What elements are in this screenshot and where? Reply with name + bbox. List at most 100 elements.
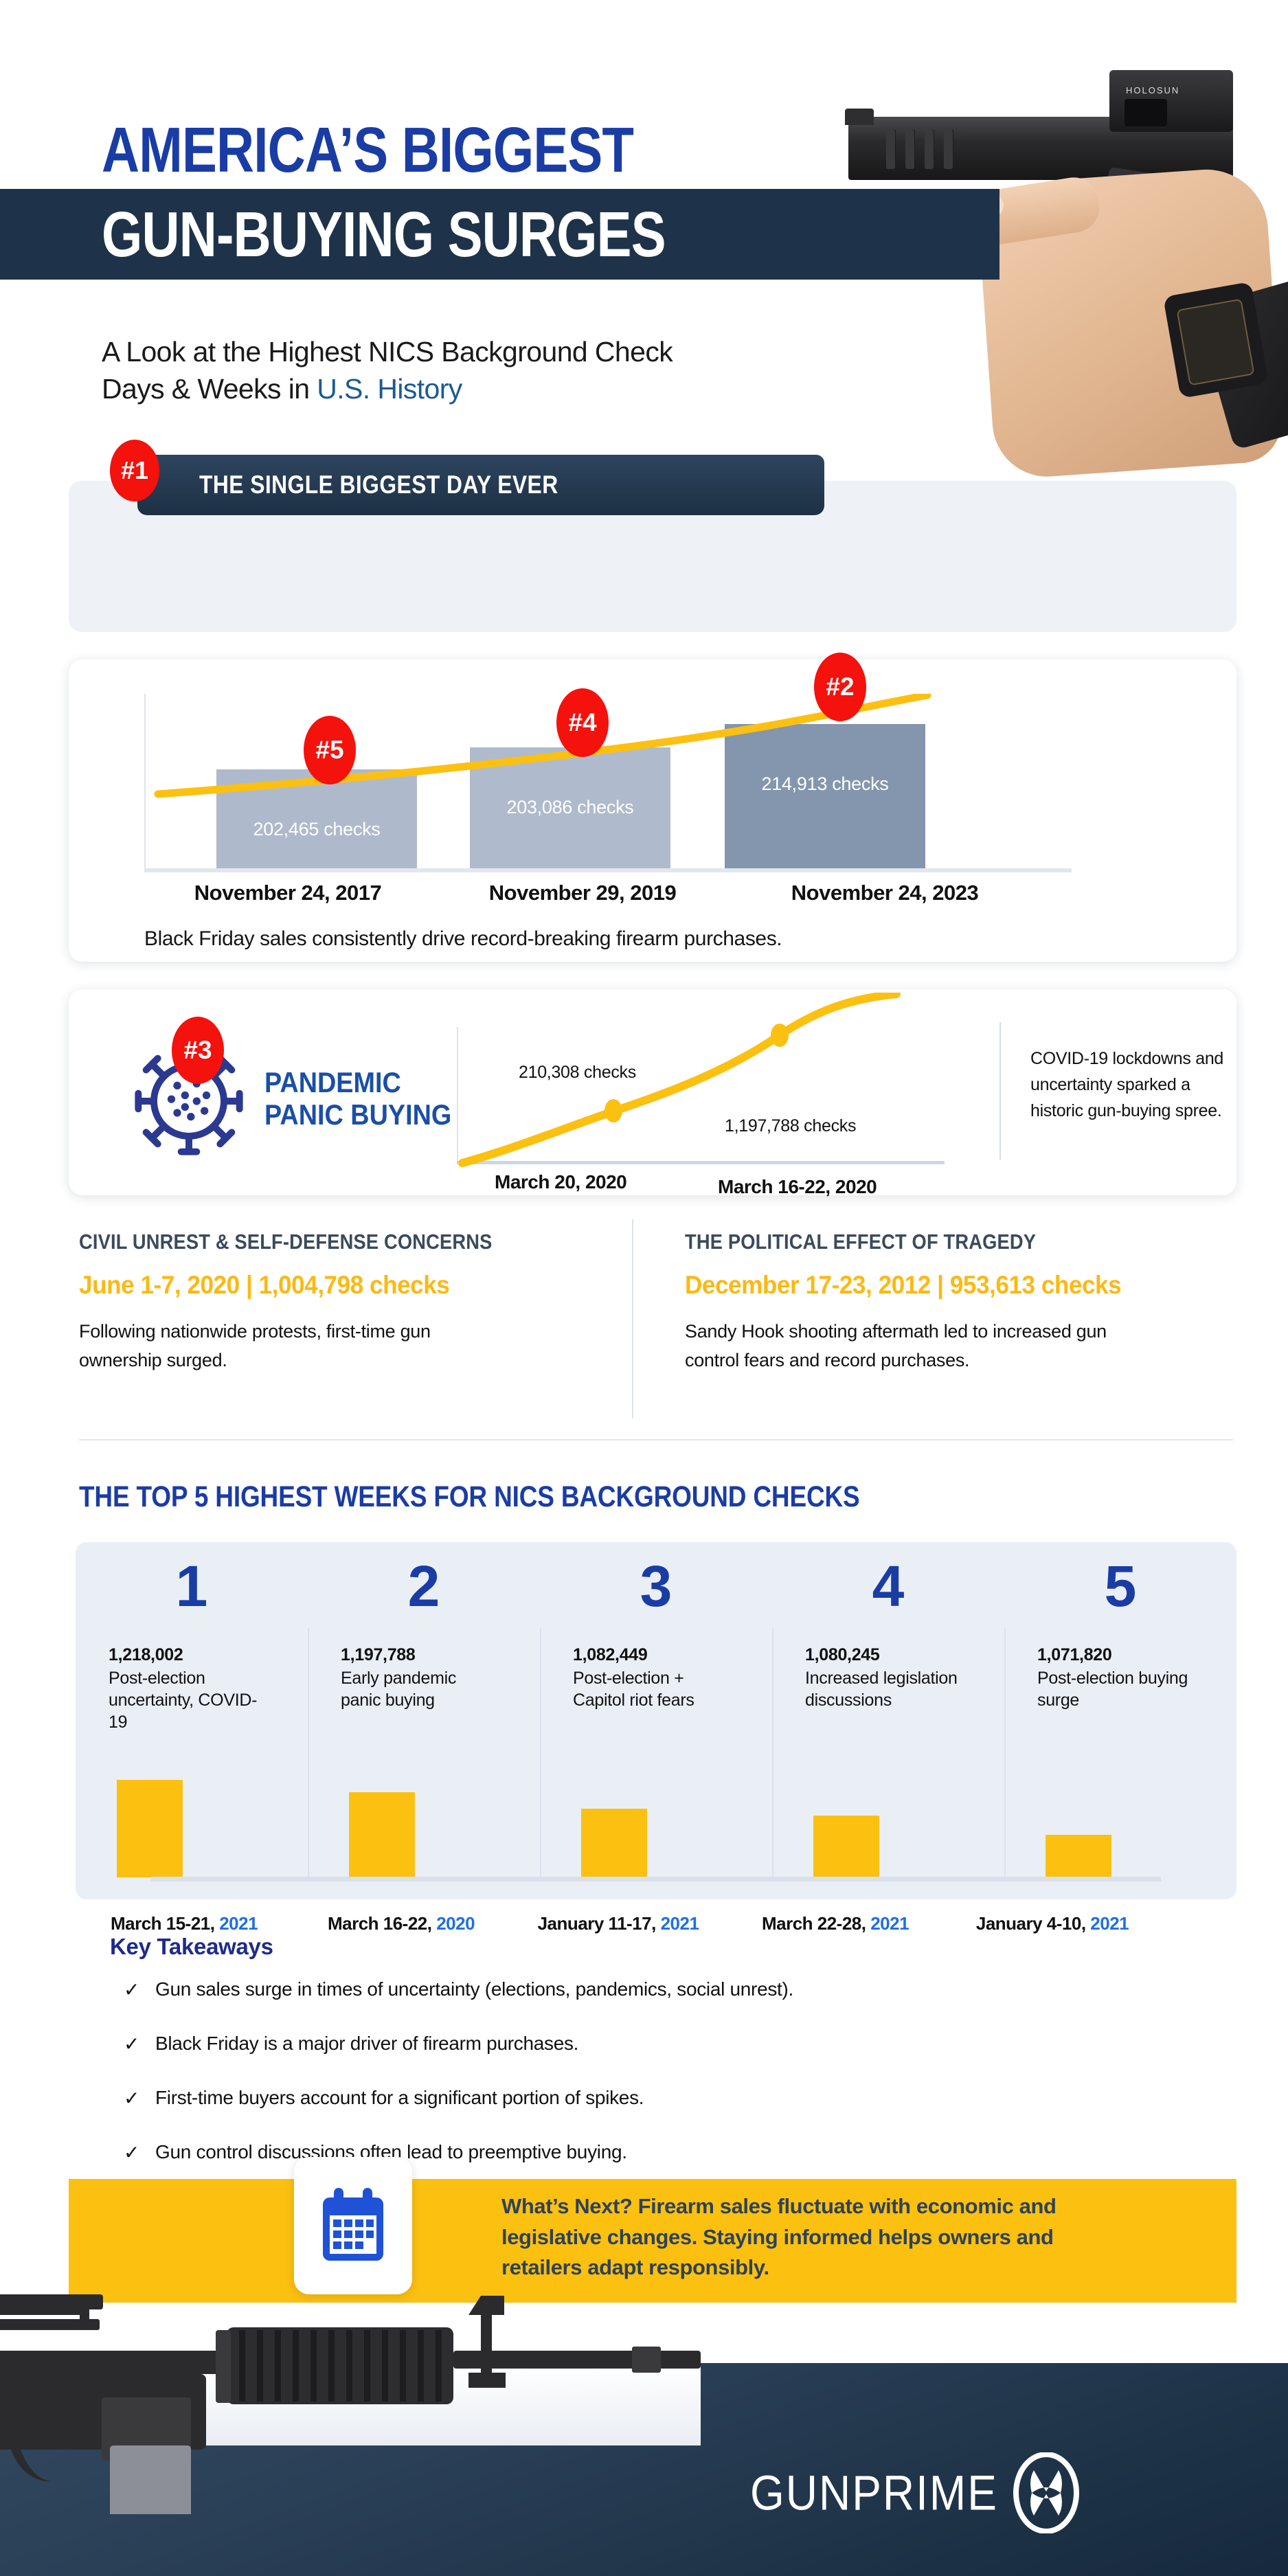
date-year: 2021 xyxy=(660,1913,699,1934)
brand-logo: GUNPRIME xyxy=(750,2452,1079,2533)
top5-axis xyxy=(151,1877,1161,1882)
y-axis xyxy=(457,1027,458,1164)
bar-value-2019: 203,086 checks xyxy=(506,797,634,817)
date-text: January 11-17, xyxy=(537,1913,661,1934)
date-year: 2021 xyxy=(219,1913,258,1934)
biggest-day-pill: THE SINGLE BIGGEST DAY EVER xyxy=(137,455,824,515)
column-divider xyxy=(632,1219,633,1419)
slide-serration xyxy=(944,129,953,169)
pandemic-date-2: March 16-22, 2020 xyxy=(718,1176,877,1197)
bar-2023: 214,913 checks xyxy=(725,724,925,868)
political-effect-value: December 17-23, 2012 | 953,613 checks xyxy=(685,1271,1122,1299)
black-friday-chart: 202,465 checks 203,086 checks 214,913 ch… xyxy=(144,653,1072,872)
hero-subtitle-highlight: U.S. History xyxy=(317,373,462,405)
rank-badge-2: #2 xyxy=(814,653,866,721)
top5-date-5: January 4-10, 2021 xyxy=(944,1913,1161,1934)
key-takeaway-text-1: Gun sales surge in times of uncertainty … xyxy=(155,1978,794,2000)
hero-title-line2: GUN-BUYING SURGES xyxy=(102,199,666,270)
whats-next-icon-card xyxy=(294,2157,412,2294)
top5-item-5: 5 1,071,820 Post-election buying surge xyxy=(1004,1542,1236,1899)
red-dot-optic: HOLOSUN xyxy=(1109,70,1233,132)
black-friday-caption: Black Friday sales consistently drive re… xyxy=(144,927,782,950)
bf-date-2019: November 29, 2019 xyxy=(488,881,677,905)
top5-number-5: 1,071,820 xyxy=(1037,1645,1112,1664)
civil-unrest-column: CIVIL UNREST & SELF-DEFENSE CONCERNS Jun… xyxy=(79,1230,601,1429)
pandemic-value-1: 210,308 checks xyxy=(519,1063,636,1082)
civil-unrest-value: June 1-7, 2020 | 1,004,798 checks xyxy=(79,1271,450,1299)
political-effect-heading: THE POLITICAL EFFECT OF TRAGEDY xyxy=(685,1230,1037,1254)
key-takeaways-heading: Key Takeaways xyxy=(110,1934,273,1959)
x-axis xyxy=(457,1161,945,1164)
whats-next-banner xyxy=(69,2179,1236,2303)
top5-columns: 1 1,218,002 Post-election uncertainty, C… xyxy=(76,1542,1236,1899)
whats-next-text: What’s Next? Firearm sales fluctuate wit… xyxy=(501,2194,1057,2280)
check-icon: ✓ xyxy=(124,2033,140,2055)
rank-badge-3: #3 xyxy=(172,1017,224,1084)
x-axis xyxy=(144,868,1072,872)
top5-date-3: January 11-17, 2021 xyxy=(510,1913,727,1934)
list-item: ✓ Black Friday is a major driver of fire… xyxy=(124,2033,1154,2055)
top5-item-3: 3 1,082,449 Post-election + Capitol riot… xyxy=(540,1542,772,1899)
hero-subtitle-line2-text: Days & Weeks in xyxy=(102,373,317,405)
y-axis xyxy=(144,694,146,872)
bf-date-2023: November 24, 2023 xyxy=(791,881,979,905)
top5-desc-3: Post-election + Capitol riot fears xyxy=(573,1669,694,1710)
top5-number-3: 1,082,449 xyxy=(573,1645,648,1664)
date-year: 2021 xyxy=(1090,1913,1129,1934)
brand-name: GUNPRIME xyxy=(750,2465,998,2521)
date-text: March 16-22, xyxy=(327,1913,437,1934)
top5-desc-5: Post-election buying surge xyxy=(1037,1669,1188,1710)
optic-brand-label: HOLOSUN xyxy=(1126,85,1180,95)
pandemic-chart: 210,308 checks 1,197,788 checks xyxy=(457,993,945,1167)
civil-unrest-body: Following nationwide protests, first-tim… xyxy=(79,1321,431,1370)
wristwatch xyxy=(1162,281,1269,399)
title-band xyxy=(0,189,999,280)
rank-badge-4: #4 xyxy=(556,688,609,757)
top5-date-2: March 16-22, 2020 xyxy=(293,1913,510,1934)
bar-value-2017: 202,465 checks xyxy=(253,819,381,839)
top5-date-1: March 15-21, 2021 xyxy=(76,1913,293,1934)
top5-bar-1 xyxy=(117,1780,183,1877)
hero-title-line1: AMERICA’S BIGGEST xyxy=(102,114,634,185)
top5-rank-1: 1 xyxy=(175,1554,208,1618)
top5-date-labels: March 15-21, 2021 March 16-22, 2020 Janu… xyxy=(76,1913,1161,1934)
top5-item-2: 2 1,197,788 Early pandemic panic buying xyxy=(308,1542,540,1899)
rank-badge-5: #5 xyxy=(304,716,356,784)
bar-2019: 203,086 checks xyxy=(470,747,670,868)
top5-heading: THE TOP 5 HIGHEST WEEKS FOR NICS BACKGRO… xyxy=(79,1480,860,1513)
list-item: ✓ Gun control discussions often lead to … xyxy=(124,2141,1154,2164)
top5-bar-5 xyxy=(1046,1835,1111,1877)
top5-card: 1 1,218,002 Post-election uncertainty, C… xyxy=(76,1542,1236,1899)
hero-subtitle-line2: Days & Weeks in U.S. History xyxy=(102,370,673,407)
rank-badge-1: #1 xyxy=(110,440,159,501)
date-year: 2020 xyxy=(436,1913,475,1934)
black-friday-date-labels: November 24, 2017 November 29, 2019 Nove… xyxy=(144,881,1072,905)
key-takeaway-text-3: First-time buyers account for a signific… xyxy=(155,2087,644,2108)
top5-rank-3: 3 xyxy=(640,1554,673,1618)
hero-subtitle: A Look at the Highest NICS Background Ch… xyxy=(102,333,673,407)
date-text: January 4-10, xyxy=(975,1913,1091,1934)
top5-rank-2: 2 xyxy=(407,1554,440,1618)
divider xyxy=(999,1022,1001,1160)
key-takeaway-text-2: Black Friday is a major driver of firear… xyxy=(155,2033,579,2054)
two-column-section: CIVIL UNREST & SELF-DEFENSE CONCERNS Jun… xyxy=(79,1230,1233,1429)
pandemic-title-line2: PANIC BUYING xyxy=(264,1098,452,1131)
pandemic-note: COVID-19 lockdowns and uncertainty spark… xyxy=(1030,1049,1224,1120)
check-icon: ✓ xyxy=(124,2142,140,2163)
top5-item-1: 1 1,218,002 Post-election uncertainty, C… xyxy=(76,1542,308,1899)
top5-number-2: 1,197,788 xyxy=(341,1645,416,1664)
top5-rank-4: 4 xyxy=(872,1554,905,1618)
rifle-image xyxy=(0,2294,701,2514)
date-text: March 15-21, xyxy=(110,1913,220,1934)
bar-2017: 202,465 checks xyxy=(216,769,417,868)
slide-serration xyxy=(886,129,895,169)
bf-date-2017: November 24, 2017 xyxy=(194,881,382,905)
pandemic-title-line1: PANDEMIC xyxy=(264,1066,401,1098)
top5-desc-1: Post-election uncertainty, COVID-19 xyxy=(109,1669,258,1732)
pandemic-title: PANDEMIC PANIC BUYING xyxy=(264,1066,451,1131)
slide-serration xyxy=(905,129,914,169)
bar-value-2023: 214,913 checks xyxy=(761,773,889,794)
section-rule xyxy=(79,1439,1233,1440)
calendar-icon xyxy=(323,2188,383,2261)
